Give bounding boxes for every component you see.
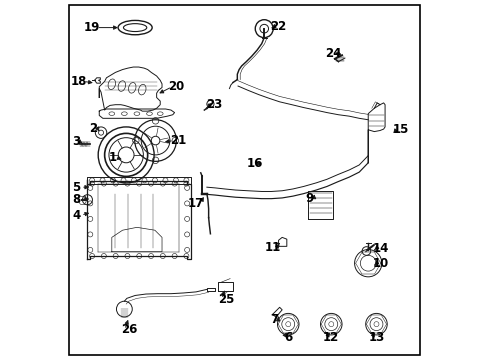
Text: 3: 3 <box>72 135 80 148</box>
Text: 1: 1 <box>108 151 116 164</box>
Text: 7: 7 <box>269 313 277 327</box>
Text: 19: 19 <box>84 21 100 34</box>
Text: 23: 23 <box>205 98 222 111</box>
Text: 16: 16 <box>246 157 263 170</box>
Text: 20: 20 <box>168 80 184 93</box>
Text: 8: 8 <box>72 193 81 206</box>
Text: 6: 6 <box>284 330 292 343</box>
Text: 9: 9 <box>305 192 313 205</box>
Text: 17: 17 <box>187 197 204 210</box>
Text: 13: 13 <box>367 330 384 343</box>
Text: 5: 5 <box>72 181 81 194</box>
Text: 25: 25 <box>217 293 234 306</box>
Text: 15: 15 <box>391 123 408 136</box>
Text: 24: 24 <box>325 47 341 60</box>
Text: 22: 22 <box>270 20 286 33</box>
Text: 11: 11 <box>264 241 280 254</box>
Text: 26: 26 <box>121 323 137 336</box>
Text: 12: 12 <box>323 330 339 343</box>
Text: 2: 2 <box>89 122 97 135</box>
Text: 10: 10 <box>372 257 388 270</box>
Text: 4: 4 <box>72 209 81 222</box>
Text: 21: 21 <box>170 134 186 147</box>
Text: 14: 14 <box>372 242 388 255</box>
Text: 18: 18 <box>70 75 87 88</box>
